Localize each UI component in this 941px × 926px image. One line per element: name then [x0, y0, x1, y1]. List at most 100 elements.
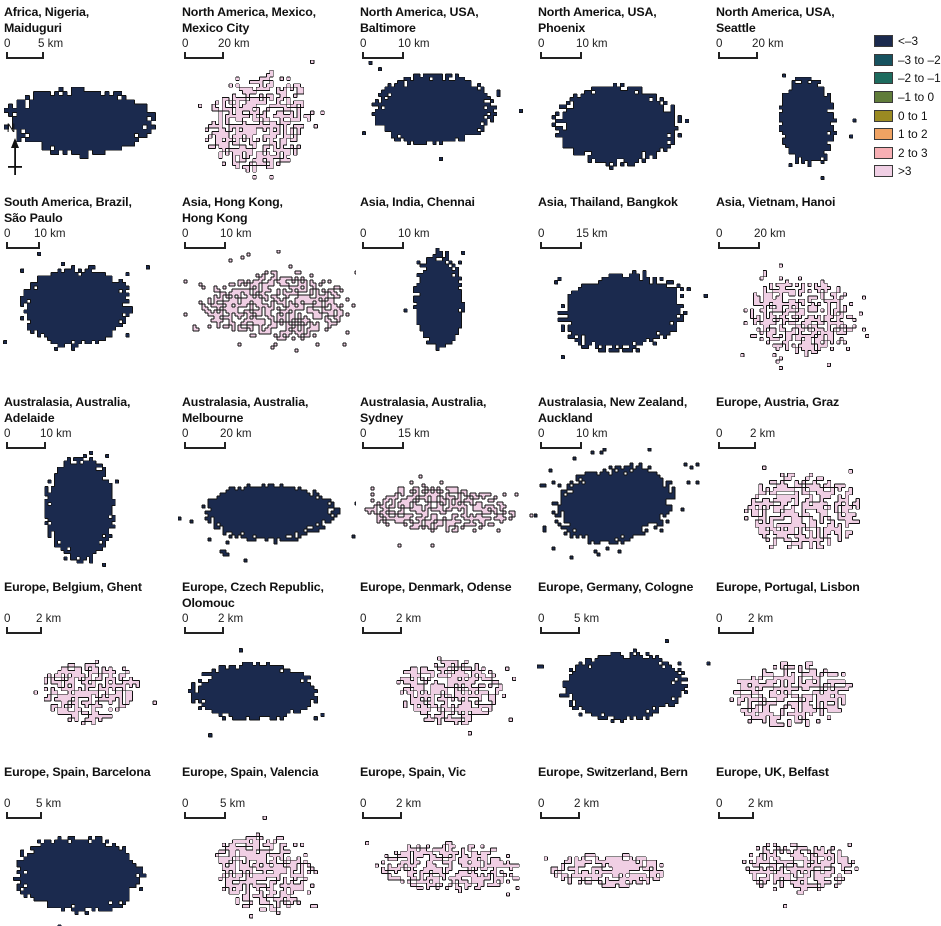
legend-item: –3 to –2: [874, 51, 941, 70]
map-image: [356, 633, 534, 748]
scale-bar-value-label: 10 km: [398, 37, 430, 50]
legend-item: 2 to 3: [874, 144, 941, 163]
scale-bar-value-label: 2 km: [750, 427, 776, 440]
map-panel-graz: Europe, Austria, Graz 0 2 km: [712, 390, 890, 575]
map-image: [356, 58, 534, 178]
scale-bar-graphic: [538, 52, 628, 59]
scale-bar-zero-label: 0: [538, 427, 545, 440]
panel-title: Europe, Austria, Graz: [716, 395, 840, 409]
scale-bar-zero-label: 0: [360, 427, 367, 440]
scale-bar-graphic: [360, 812, 450, 819]
legend-item: 0 to 1: [874, 106, 941, 125]
scale-bar-graphic: [538, 442, 628, 449]
panel-title: Europe, Denmark, Odense: [360, 580, 512, 594]
panel-title: Australasia, Australia, Adelaide: [4, 395, 131, 425]
scale-bar-value-label: 10 km: [34, 227, 66, 240]
scale-bar-value-label: 10 km: [576, 427, 608, 440]
scale-bar-graphic: [4, 52, 94, 59]
scale-bar-graphic: [360, 627, 450, 634]
scale-bar: 0 2 km: [716, 613, 806, 634]
map-panel-ghent: Europe, Belgium, Ghent 0 2 km: [0, 575, 178, 760]
map-image: [712, 633, 890, 748]
map-panel-seattle: North America, USA, Seattle 0 20 km: [712, 0, 890, 190]
legend-label: –1 to 0: [898, 90, 935, 105]
scale-bar: 0 2 km: [716, 798, 806, 819]
legend-swatch: [874, 91, 893, 104]
scale-bar: 0 10 km: [538, 38, 628, 59]
map-image: [0, 633, 178, 748]
map-panel-melbourne: Australasia, Australia, Melbourne 0 20 km: [178, 390, 356, 575]
map-panel-phoenix: North America, USA, Phoenix 0 10 km: [534, 0, 712, 190]
map-panel-hong-kong: Asia, Hong Kong, Hong Kong 0 10 km: [178, 190, 356, 390]
map-image: [712, 58, 890, 183]
panel-title: Australasia, Australia, Sydney: [360, 395, 487, 425]
map-panel-belfast: Europe, UK, Belfast 0 2 km: [712, 760, 890, 925]
scale-bar-value-label: 2 km: [396, 797, 422, 810]
scale-bar-value-label: 2 km: [748, 612, 774, 625]
panel-title: Africa, Nigeria, Maiduguri: [4, 5, 90, 35]
map-panel-valencia: Europe, Spain, Valencia 0 5 km: [178, 760, 356, 925]
legend-label: 0 to 1: [898, 108, 928, 123]
scale-bar: 0 5 km: [4, 38, 94, 59]
scale-bar-zero-label: 0: [182, 227, 189, 240]
scale-bar-zero-label: 0: [716, 227, 723, 240]
map-image: [712, 448, 890, 568]
north-arrow-glyph: [8, 138, 22, 175]
scale-bar-graphic: [538, 812, 628, 819]
panel-title: Europe, Belgium, Ghent: [4, 580, 142, 594]
scale-bar-zero-label: 0: [360, 612, 367, 625]
scale-bar: 0 20 km: [182, 428, 272, 449]
map-panel-vic: Europe, Spain, Vic 0 2 km: [356, 760, 534, 925]
legend-swatch: [874, 109, 893, 122]
map-panel-odense: Europe, Denmark, Odense 0 2 km: [356, 575, 534, 760]
scale-bar-value-label: 10 km: [220, 227, 252, 240]
scale-bar-zero-label: 0: [182, 797, 189, 810]
map-panel-bangkok: Asia, Thailand, Bangkok 0 15 km: [534, 190, 712, 390]
scale-bar: 0 2 km: [538, 798, 628, 819]
panel-title: North America, USA, Seattle: [716, 5, 835, 35]
scale-bar-graphic: [4, 242, 94, 249]
map-panel-mexico-city: North America, Mexico, Mexico City 0 20 km: [178, 0, 356, 190]
map-image: [534, 250, 712, 370]
legend-label: 1 to 2: [898, 127, 928, 142]
scale-bar-zero-label: 0: [4, 797, 11, 810]
scale-bar: 0 2 km: [360, 613, 450, 634]
legend-swatch: [874, 72, 893, 85]
legend-label: 2 to 3: [898, 145, 928, 160]
panel-title: Asia, Vietnam, Hanoi: [716, 195, 836, 209]
scale-bar-zero-label: 0: [182, 37, 189, 50]
map-panel-maiduguri: Africa, Nigeria, Maiduguri 0 5 km: [0, 0, 178, 190]
map-image: [534, 448, 712, 568]
legend-item: –2 to –1: [874, 69, 941, 88]
map-panel-s-o-paulo: South America, Brazil, São Paulo 0 10 km: [0, 190, 178, 390]
legend-swatch: [874, 35, 893, 48]
scale-bar-value-label: 5 km: [574, 612, 600, 625]
scale-bar-value-label: 20 km: [754, 227, 786, 240]
map-image: [712, 248, 890, 373]
map-panel-barcelona: Europe, Spain, Barcelona 0 5 km: [0, 760, 178, 926]
scale-bar-graphic: [4, 812, 94, 819]
scale-bar-zero-label: 0: [716, 427, 723, 440]
scale-bar-value-label: 10 km: [40, 427, 72, 440]
scale-bar-zero-label: 0: [360, 227, 367, 240]
map-image: [534, 633, 712, 748]
scale-bar-graphic: [716, 242, 806, 249]
map-image: [0, 816, 178, 926]
scale-bar-zero-label: 0: [4, 427, 11, 440]
scale-bar-graphic: [182, 242, 272, 249]
panel-title: Europe, Spain, Barcelona: [4, 765, 151, 779]
map-image: [534, 58, 712, 178]
scale-bar: 0 20 km: [182, 38, 272, 59]
scale-bar: 0 15 km: [360, 428, 450, 449]
map-image: [712, 816, 890, 921]
scale-bar: 0 15 km: [538, 228, 628, 249]
scale-bar-zero-label: 0: [538, 612, 545, 625]
scale-bar: 0 10 km: [4, 228, 94, 249]
scale-bar-zero-label: 0: [716, 797, 723, 810]
panel-title: Asia, Thailand, Bangkok: [538, 195, 678, 209]
map-image: [534, 816, 712, 921]
map-image: [178, 60, 356, 185]
scale-bar-graphic: [360, 442, 450, 449]
map-panel-auckland: Australasia, New Zealand, Auckland 0 10 km: [534, 390, 712, 575]
scale-bar-graphic: [716, 812, 806, 819]
